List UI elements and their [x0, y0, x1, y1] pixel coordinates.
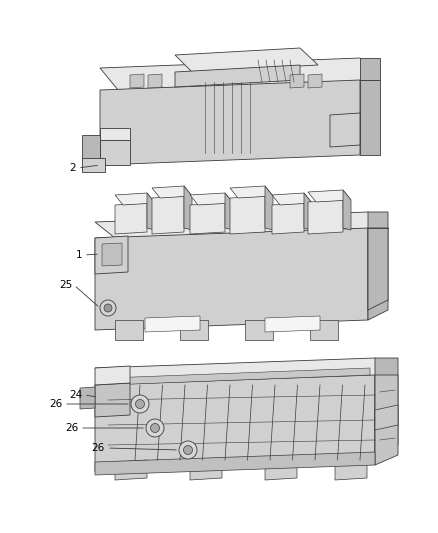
Polygon shape	[175, 65, 300, 87]
Polygon shape	[95, 212, 388, 238]
Polygon shape	[230, 186, 273, 198]
Polygon shape	[308, 74, 322, 88]
Text: 25: 25	[59, 280, 72, 290]
Polygon shape	[375, 358, 398, 455]
Polygon shape	[82, 135, 100, 160]
Polygon shape	[368, 228, 388, 320]
Polygon shape	[95, 358, 398, 385]
Polygon shape	[95, 452, 375, 475]
Circle shape	[146, 419, 164, 437]
Text: 26: 26	[49, 399, 62, 409]
Polygon shape	[95, 366, 130, 385]
Polygon shape	[272, 193, 312, 205]
Polygon shape	[180, 320, 208, 340]
Polygon shape	[310, 320, 338, 340]
Polygon shape	[80, 387, 95, 409]
Text: 24: 24	[69, 390, 82, 400]
Polygon shape	[343, 190, 351, 230]
Polygon shape	[265, 460, 297, 480]
Polygon shape	[130, 74, 144, 88]
Polygon shape	[225, 193, 233, 230]
Polygon shape	[190, 193, 233, 205]
Polygon shape	[308, 190, 351, 202]
Polygon shape	[102, 243, 122, 266]
Polygon shape	[175, 48, 318, 72]
Circle shape	[100, 300, 116, 316]
Text: 2: 2	[69, 163, 76, 173]
Polygon shape	[335, 460, 367, 480]
Text: 26: 26	[92, 443, 105, 453]
Polygon shape	[184, 186, 192, 230]
Polygon shape	[152, 186, 192, 198]
Polygon shape	[308, 200, 343, 234]
Polygon shape	[290, 74, 304, 88]
Polygon shape	[148, 74, 162, 88]
Polygon shape	[190, 203, 225, 234]
Polygon shape	[100, 80, 360, 165]
Polygon shape	[100, 58, 380, 90]
Polygon shape	[82, 158, 105, 172]
Circle shape	[151, 424, 159, 432]
Circle shape	[135, 400, 145, 408]
Polygon shape	[265, 186, 273, 230]
Circle shape	[131, 395, 149, 413]
Polygon shape	[115, 320, 143, 340]
Circle shape	[179, 441, 197, 459]
Polygon shape	[330, 113, 360, 147]
Polygon shape	[95, 375, 375, 472]
Text: 26: 26	[65, 423, 78, 433]
Polygon shape	[100, 128, 130, 140]
Polygon shape	[95, 383, 130, 417]
Polygon shape	[108, 368, 370, 385]
Polygon shape	[115, 203, 147, 234]
Polygon shape	[152, 196, 184, 234]
Polygon shape	[245, 320, 273, 340]
Polygon shape	[145, 316, 200, 332]
Polygon shape	[360, 80, 380, 155]
Polygon shape	[95, 236, 128, 274]
Polygon shape	[375, 375, 398, 465]
Polygon shape	[230, 196, 265, 234]
Polygon shape	[95, 228, 368, 330]
Polygon shape	[147, 193, 155, 230]
Polygon shape	[190, 460, 222, 480]
Polygon shape	[100, 140, 130, 165]
Polygon shape	[375, 405, 398, 430]
Polygon shape	[115, 193, 155, 205]
Polygon shape	[272, 203, 304, 234]
Polygon shape	[265, 316, 320, 332]
Polygon shape	[360, 58, 380, 80]
Circle shape	[104, 304, 112, 312]
Polygon shape	[304, 193, 312, 230]
Circle shape	[184, 446, 192, 455]
Text: 1: 1	[75, 250, 82, 260]
Polygon shape	[368, 212, 388, 310]
Polygon shape	[115, 460, 147, 480]
